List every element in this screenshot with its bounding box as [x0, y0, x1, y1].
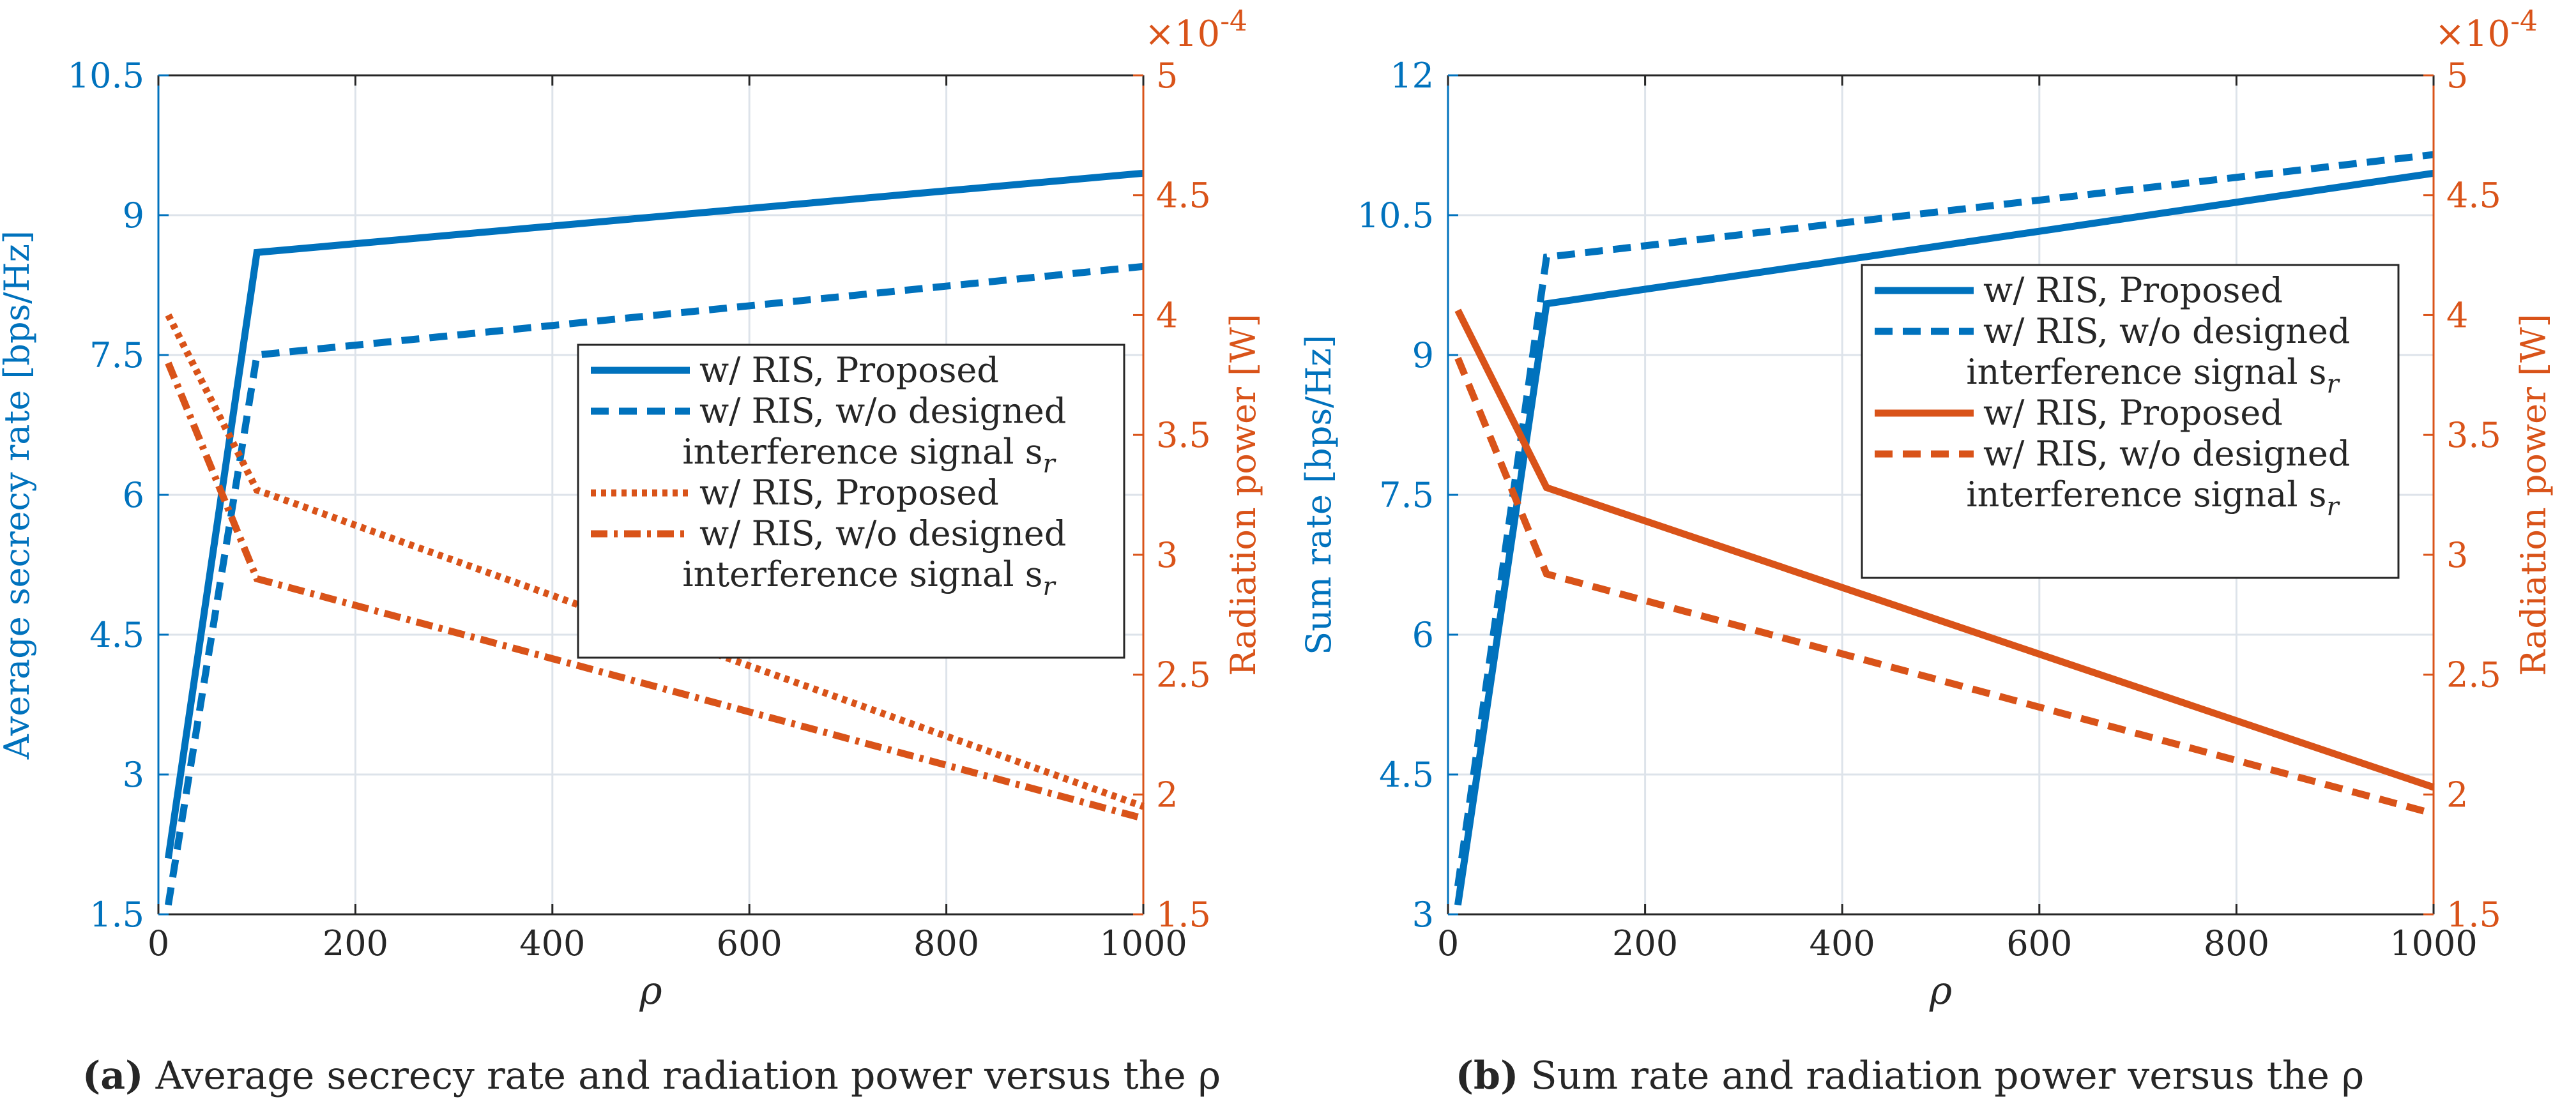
series-line-blue-solid — [1454, 169, 2434, 906]
legend-subscript: r — [1042, 450, 1056, 479]
y-right-tick-label: 2.5 — [1156, 655, 1211, 695]
legend-label-line2-text: interference signal s — [682, 432, 1042, 472]
legend-box — [1861, 264, 2400, 579]
panel-b: 0 200 400 600 800 1000 3 4.5 6 7.5 9 10.5 12 1.5 2 2.5 3… — [1299, 5, 2554, 1098]
legend-subscript: r — [2326, 370, 2340, 399]
x-tick-label: 800 — [913, 923, 979, 964]
x-axis-label: ρ — [1929, 969, 1952, 1013]
y-left-tick-label: 1.5 — [89, 895, 144, 935]
series-line-orange-dashdot — [165, 361, 1145, 822]
y-right-tick-label: 4.5 — [2446, 176, 2501, 216]
legend-label-line2-text: interference signal s — [1966, 352, 2326, 392]
legend-label-line2-text: interference signal s — [682, 554, 1042, 594]
y-right-tick-label: 4 — [1156, 295, 1178, 335]
caption: (b) Sum rate and radiation power versus … — [1456, 1054, 2365, 1098]
y-right-tick-label: 1.5 — [1156, 895, 1211, 935]
series-line-orange-dotted — [165, 313, 1145, 810]
y-left-tick-label: 10.5 — [1357, 195, 1434, 236]
panel-a: 0 200 400 600 800 10001.534.567.5910.51.522.5… — [0, 5, 1263, 1098]
y-right-tick-label: 5 — [2446, 56, 2468, 96]
x-tick-label: 0 — [148, 923, 169, 964]
exponent-base: ×10 — [2435, 13, 2510, 55]
right-axis-exponent: ×10-4 — [1145, 5, 1247, 55]
caption-text: Sum rate and radiation power versus the … — [1518, 1054, 2364, 1098]
series-line-blue-solid — [164, 169, 1144, 859]
y-left-axis-label: Average secrecy rate [bps/Hz] — [0, 231, 37, 760]
legend-subscript: r — [2326, 492, 2340, 522]
exponent-power: -4 — [1220, 5, 1247, 38]
y-right-tick-label: 4.5 — [1156, 176, 1211, 216]
legend-label: w/ RIS, w/o designed — [699, 513, 1066, 554]
legend-label: w/ RIS, Proposed — [699, 350, 999, 390]
x-tick-label: 400 — [1810, 923, 1875, 964]
y-left-axis-label: Sum rate [bps/Hz] — [1299, 335, 1339, 655]
legend-label: w/ RIS, Proposed — [699, 472, 999, 513]
y-left-tick-label: 4.5 — [89, 615, 144, 655]
y-right-tick-label: 4 — [2446, 295, 2468, 335]
legend-label-line2: interference signal sr — [682, 432, 1056, 479]
y-left-tick-label: 7.5 — [89, 335, 144, 375]
caption: (a) Average secrecy rate and radiation p… — [82, 1054, 1221, 1098]
legend-label-line2: interference signal sr — [1966, 474, 2340, 522]
series-line-orange-dashed — [1454, 356, 2435, 817]
legend-label: w/ RIS, w/o designed — [1983, 311, 2350, 351]
y-right-tick-label: 3.5 — [2446, 415, 2501, 455]
y-right-tick-label: 1.5 — [2446, 895, 2501, 935]
x-tick-label: 600 — [2006, 923, 2072, 964]
x-tick-label: 0 — [1437, 923, 1459, 964]
series-line-blue-dashed — [1454, 151, 2434, 887]
exponent-power: -4 — [2510, 5, 2538, 38]
y-left-tick-label: 12 — [1390, 56, 1434, 96]
legend-label: w/ RIS, Proposed — [1983, 270, 2283, 310]
y-right-tick-label: 3 — [1156, 535, 1178, 575]
caption-label: (b) — [1456, 1054, 1519, 1098]
y-right-tick-label: 2 — [2446, 775, 2468, 815]
x-tick-label: 600 — [717, 923, 782, 964]
exponent-base: ×10 — [1145, 13, 1220, 55]
x-tick-label: 400 — [519, 923, 585, 964]
caption-label: (a) — [82, 1054, 144, 1098]
x-tick-label: 200 — [1612, 923, 1678, 964]
y-left-tick-label: 7.5 — [1379, 475, 1434, 515]
legend-label-line2-text: interference signal s — [1966, 474, 2326, 515]
y-left-tick-label: 9 — [1412, 335, 1434, 375]
legend-subscript: r — [1042, 572, 1056, 601]
y-left-tick-label: 9 — [123, 195, 144, 236]
legend-box — [577, 344, 1125, 659]
legend-label: w/ RIS, Proposed — [1983, 393, 2283, 433]
legend-label: w/ RIS, w/o designed — [1983, 434, 2350, 474]
y-left-tick-label: 10.5 — [68, 56, 144, 96]
y-right-tick-label: 5 — [1156, 56, 1178, 96]
x-tick-label: 800 — [2204, 923, 2269, 964]
legend-label: w/ RIS, w/o designed — [699, 391, 1066, 431]
legend-label-line2: interference signal sr — [1966, 352, 2340, 399]
y-left-tick-label: 6 — [1412, 615, 1434, 655]
y-right-tick-label: 2.5 — [2446, 655, 2501, 695]
x-axis-label: ρ — [639, 969, 662, 1013]
y-left-tick-label: 3 — [123, 755, 144, 795]
right-axis-exponent: ×10-4 — [2435, 5, 2538, 55]
y-right-tick-label: 3.5 — [1156, 415, 1211, 455]
y-left-tick-label: 4.5 — [1379, 755, 1434, 795]
series-line-blue-dashed — [164, 262, 1144, 906]
y-right-tick-label: 2 — [1156, 775, 1178, 815]
caption-text: Average secrecy rate and radiation power… — [144, 1054, 1221, 1098]
x-tick-label: 1000 — [1099, 923, 1187, 964]
y-left-tick-label: 3 — [1412, 895, 1434, 935]
x-tick-label: 200 — [323, 923, 388, 964]
y-right-tick-label: 3 — [2446, 535, 2468, 575]
x-tick-label: 1000 — [2389, 923, 2477, 964]
y-left-tick-label: 6 — [123, 475, 144, 515]
y-right-axis-label: Radiation power [W] — [1223, 314, 1263, 676]
series-line-orange-solid — [1454, 308, 2435, 791]
legend-label-line2: interference signal sr — [682, 554, 1056, 601]
y-right-axis-label: Radiation power [W] — [2513, 314, 2554, 676]
